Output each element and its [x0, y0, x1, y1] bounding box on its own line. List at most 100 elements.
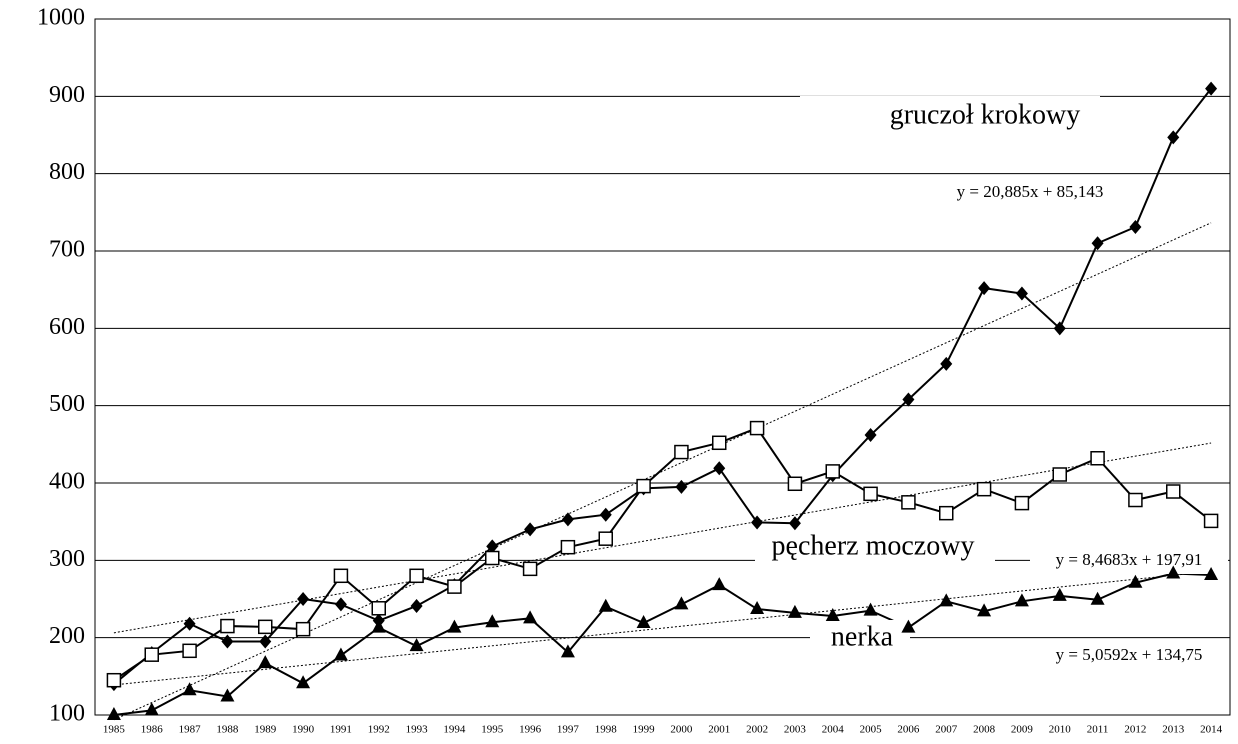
- x-tick-label: 1986: [141, 724, 164, 736]
- marker: [749, 420, 765, 436]
- x-tick-label: 2003: [784, 724, 807, 736]
- x-tick-label: 1989: [254, 724, 277, 736]
- marker: [220, 618, 235, 634]
- marker: [447, 579, 462, 594]
- y-tick-label: 900: [49, 82, 85, 108]
- marker: [636, 478, 651, 494]
- x-tick-label: 1994: [443, 724, 466, 736]
- marker: [295, 621, 311, 637]
- marker: [1052, 467, 1067, 482]
- x-tick-label: 1988: [216, 724, 239, 736]
- x-tick-label: 2011: [1087, 724, 1109, 736]
- marker: [1128, 492, 1143, 508]
- label-bg: [755, 530, 995, 568]
- marker: [560, 644, 575, 658]
- x-tick-label: 2004: [822, 724, 845, 736]
- marker: [333, 647, 348, 661]
- y-tick-label: 500: [49, 391, 85, 417]
- y-tick-label: 1000: [37, 5, 85, 31]
- marker: [144, 647, 159, 662]
- marker: [106, 672, 122, 688]
- marker: [220, 688, 235, 702]
- x-tick-label: 1992: [368, 724, 390, 736]
- marker: [787, 604, 802, 618]
- x-tick-label: 1996: [519, 724, 542, 736]
- annotation-bg: [1030, 548, 1228, 574]
- series-label: pęcherz moczowy: [772, 530, 975, 561]
- x-tick-label: 1985: [103, 724, 126, 736]
- label-bg: [810, 620, 910, 658]
- marker: [712, 577, 727, 591]
- marker: [334, 597, 347, 612]
- marker: [410, 598, 423, 613]
- marker: [106, 707, 121, 720]
- marker: [902, 392, 915, 407]
- marker: [485, 550, 500, 566]
- marker: [560, 539, 576, 555]
- marker: [675, 479, 688, 494]
- marker: [1014, 495, 1030, 511]
- marker: [409, 638, 424, 652]
- marker: [1014, 593, 1029, 607]
- x-tick-label: 2014: [1200, 724, 1223, 736]
- marker: [864, 428, 877, 443]
- y-tick-label: 600: [49, 314, 85, 340]
- marker: [674, 444, 689, 460]
- x-tick-label: 2005: [860, 724, 883, 736]
- x-tick-label: 1987: [179, 724, 202, 736]
- marker: [1052, 587, 1067, 601]
- marker: [522, 561, 538, 577]
- marker: [976, 481, 992, 497]
- markers: [106, 81, 1219, 720]
- marker: [561, 512, 574, 527]
- y-tick-label: 200: [49, 623, 85, 649]
- marker: [1015, 286, 1028, 301]
- marker: [409, 568, 424, 584]
- x-tick-label: 2008: [973, 724, 996, 736]
- y-tick-label: 400: [49, 469, 85, 495]
- y-tick-label: 100: [49, 701, 85, 727]
- marker: [1053, 321, 1066, 336]
- marker: [1128, 574, 1143, 588]
- marker: [787, 476, 803, 492]
- marker: [598, 598, 613, 612]
- marker: [486, 539, 499, 554]
- marker: [940, 356, 953, 371]
- marker: [182, 682, 197, 696]
- x-tick-label: 1997: [557, 724, 580, 736]
- marker: [939, 593, 954, 607]
- marker: [825, 608, 840, 622]
- marker: [863, 602, 878, 616]
- x-tick-label: 1990: [292, 724, 315, 736]
- trendline: [113, 442, 1212, 634]
- marker: [901, 619, 916, 633]
- series-line: [113, 572, 1212, 716]
- marker: [863, 486, 878, 502]
- x-tick-label: 1999: [633, 724, 656, 736]
- marker: [333, 568, 349, 584]
- marker: [712, 435, 727, 451]
- x-tick-label: 2010: [1049, 724, 1072, 736]
- trendline: [113, 222, 1212, 721]
- marker: [485, 614, 500, 628]
- marker: [296, 675, 311, 689]
- marker: [524, 522, 537, 537]
- marker: [371, 601, 386, 616]
- x-tick-label: 2009: [1011, 724, 1034, 736]
- trendlines: [113, 222, 1212, 721]
- x-tick-label: 2006: [897, 724, 920, 736]
- series-label: gruczoł krokowy: [890, 99, 1081, 130]
- marker: [1129, 220, 1142, 235]
- marker: [598, 531, 613, 546]
- x-tick-label: 2013: [1162, 724, 1185, 736]
- marker: [978, 281, 991, 296]
- annotation-bg: [1030, 642, 1228, 668]
- annotation: y = 5,0592x + 134,75: [1056, 645, 1203, 664]
- marker: [1167, 130, 1180, 145]
- x-tick-label: 2001: [708, 724, 730, 736]
- x-tick-label: 2012: [1124, 724, 1146, 736]
- marker: [713, 461, 726, 476]
- marker: [144, 702, 159, 716]
- marker: [751, 515, 764, 530]
- series-line: [113, 87, 1212, 685]
